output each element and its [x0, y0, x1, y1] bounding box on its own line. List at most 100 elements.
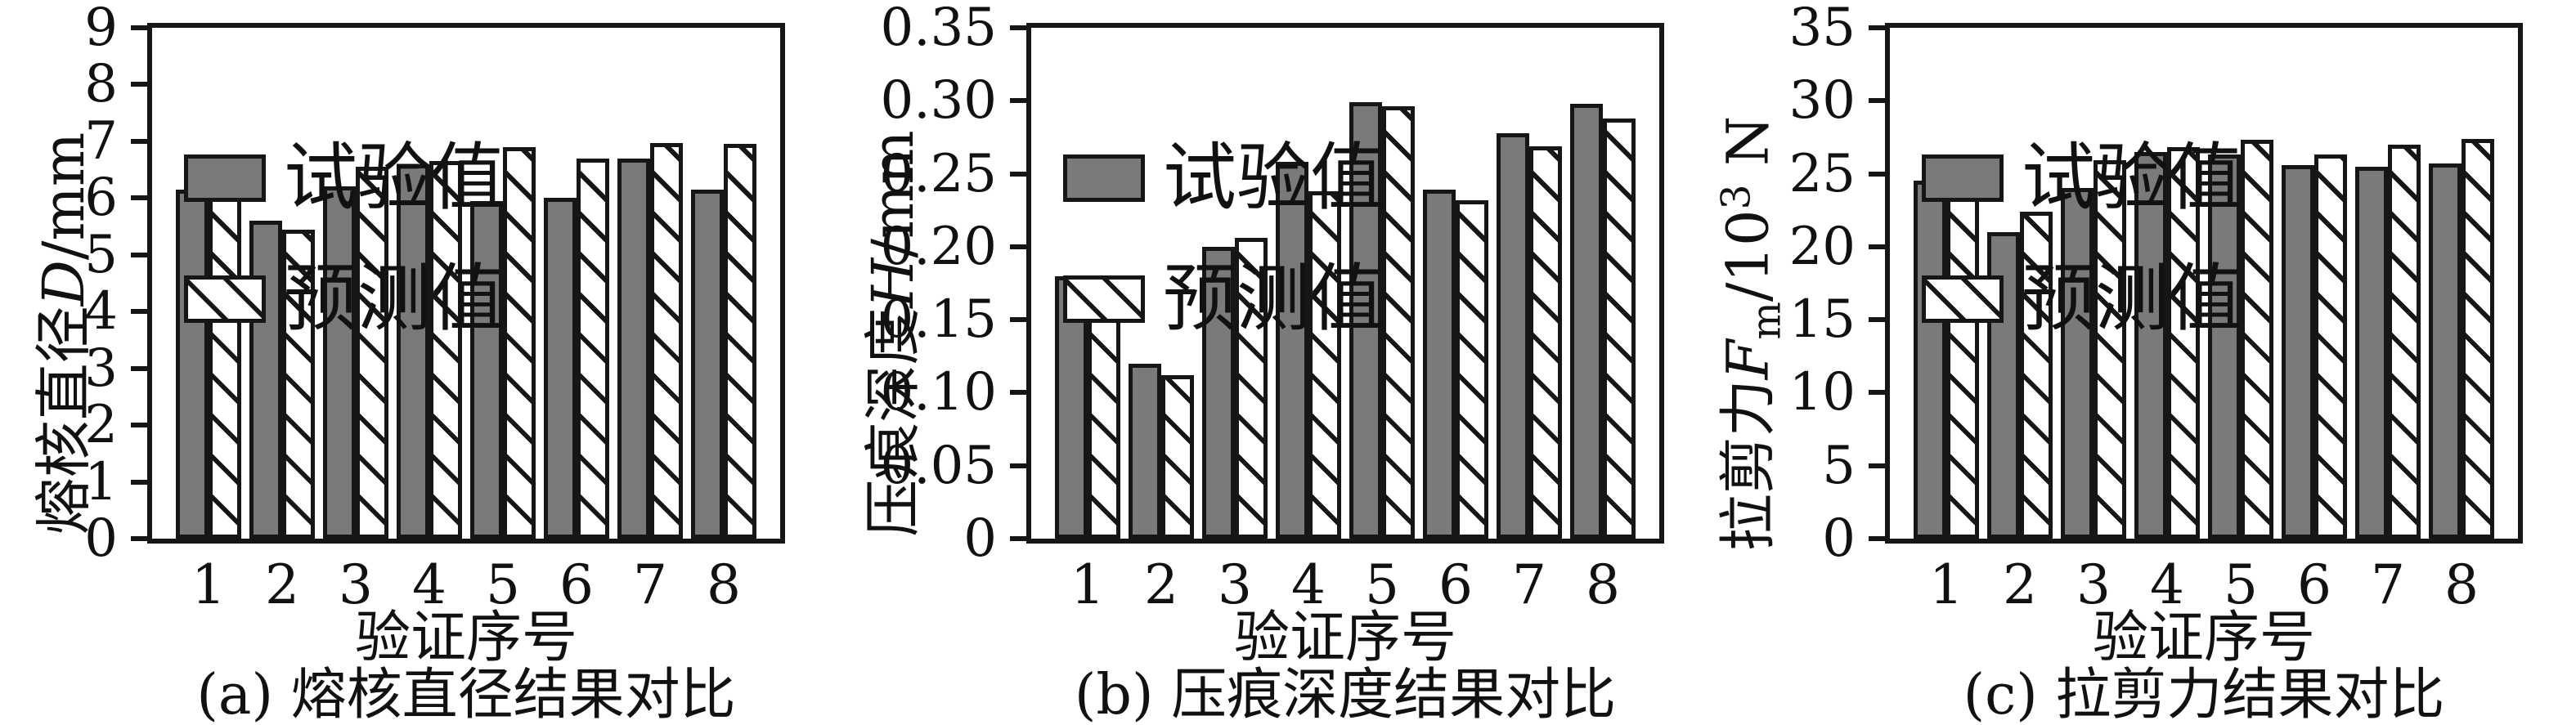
x-tick-label: 4 [412, 553, 447, 616]
y-tick-mark [131, 536, 147, 541]
bar-experimental-5 [2208, 154, 2241, 539]
bar-experimental-3 [1202, 247, 1235, 539]
y-tick-label: 5 [84, 224, 118, 285]
legend-label: 试验值 [2022, 135, 2242, 221]
y-tick-mark [1010, 25, 1026, 30]
bar-predicted-6 [577, 159, 609, 539]
y-tick-label: 10 [1788, 362, 1856, 423]
y-tick-label: 4 [84, 281, 118, 342]
bar-predicted-5 [503, 147, 536, 539]
bar-experimental-6 [544, 198, 577, 539]
x-tick-label: 8 [2444, 553, 2479, 616]
bar-experimental-8 [691, 190, 724, 539]
y-tick-mark [131, 25, 147, 30]
y-tick-mark [1869, 317, 1885, 323]
y-tick-mark [1869, 25, 1885, 30]
legend: 试验值 预测值 [1922, 139, 2242, 338]
y-tick-mark [131, 195, 147, 201]
x-tick-label: 2 [2003, 553, 2037, 616]
y-tick-label: 0.30 [880, 70, 998, 132]
bar-predicted-7 [1529, 146, 1562, 539]
y-tick-mark [1869, 98, 1885, 104]
y-tick-mark [1869, 171, 1885, 177]
legend: 试验值 预测值 [184, 139, 505, 338]
x-tick-label: 4 [1291, 553, 1326, 616]
y-tick-mark [1010, 463, 1026, 468]
x-tick-label: 3 [1218, 553, 1252, 616]
y-tick-label: 1 [84, 451, 118, 512]
bar-experimental-7 [617, 159, 650, 539]
x-tick-label: 4 [2150, 553, 2184, 616]
legend-label: 预测值 [1163, 256, 1384, 342]
bar-predicted-3 [1235, 238, 1268, 539]
legend-item-predicted: 预测值 [184, 260, 505, 338]
x-tick-label: 1 [1929, 553, 1963, 616]
x-tick-label: 6 [1438, 553, 1473, 616]
x-tick-label: 6 [559, 553, 594, 616]
bar-predicted-6 [1456, 200, 1488, 539]
bar-predicted-5 [1382, 106, 1415, 539]
plot-area [147, 23, 785, 544]
legend-label: 试验值 [284, 135, 505, 221]
y-tick-label: 0.20 [880, 216, 998, 277]
y-tick-label: 20 [1788, 216, 1856, 277]
chart-caption: (b) 压痕深度结果对比 [1074, 663, 1617, 725]
legend-label: 预测值 [2022, 256, 2242, 342]
legend-item-experimental: 试验值 [1063, 139, 1384, 217]
x-tick-label: 5 [1365, 553, 1399, 616]
bar-predicted-1 [1946, 178, 1979, 539]
y-tick-label: 3 [84, 338, 118, 399]
bar-predicted-3 [2094, 160, 2126, 539]
y-tick-label: 0 [963, 508, 997, 569]
x-axis-label: 验证序号 [2092, 606, 2315, 670]
chart-panel-c: 拉剪力Fm/103 N 验证序号 (c) 拉剪力结果对比 0 5 10 15 20 25 3… [1713, 0, 2576, 725]
bar-experimental-6 [1423, 190, 1456, 539]
y-tick-label: 0.25 [880, 143, 998, 204]
bar-experimental-8 [1570, 104, 1603, 539]
y-tick-mark [1010, 244, 1026, 249]
bar-experimental-3 [323, 186, 356, 539]
x-tick-label: 7 [1512, 553, 1546, 616]
y-tick-mark [131, 479, 147, 485]
y-tick-label: 7 [84, 110, 118, 172]
y-tick-mark [131, 309, 147, 315]
bar-experimental-8 [2429, 163, 2462, 539]
y-tick-mark [1010, 98, 1026, 104]
bar-predicted-4 [429, 161, 462, 539]
y-tick-label: 0.35 [880, 0, 998, 58]
experimental-legend-swatch [184, 154, 266, 202]
x-tick-label: 2 [265, 553, 299, 616]
x-tick-label: 6 [2297, 553, 2331, 616]
x-tick-label: 1 [1070, 553, 1105, 616]
y-tick-mark [1869, 536, 1885, 541]
bar-experimental-4 [1276, 162, 1308, 539]
experimental-legend-swatch [1922, 154, 2004, 202]
bar-experimental-1 [1914, 181, 1946, 539]
bar-predicted-8 [1603, 119, 1636, 539]
x-axis-label: 验证序号 [1233, 606, 1456, 670]
legend-label: 预测值 [284, 256, 505, 342]
y-tick-label: 35 [1788, 0, 1856, 58]
y-tick-mark [131, 365, 147, 371]
predicted-legend-swatch [184, 275, 266, 323]
bar-predicted-8 [724, 144, 756, 539]
bar-predicted-1 [209, 186, 241, 539]
bar-predicted-7 [2388, 145, 2421, 539]
bar-predicted-3 [356, 167, 388, 539]
y-tick-mark [1010, 536, 1026, 541]
bar-predicted-4 [2167, 147, 2200, 539]
y-tick-mark [1010, 390, 1026, 396]
bar-experimental-3 [2061, 188, 2094, 539]
y-tick-mark [131, 423, 147, 428]
y-tick-mark [1869, 390, 1885, 396]
bar-predicted-6 [2314, 154, 2347, 539]
x-tick-label: 8 [1586, 553, 1620, 616]
x-tick-label: 1 [191, 553, 226, 616]
y-tick-mark [131, 82, 147, 87]
x-tick-label: 7 [633, 553, 667, 616]
y-tick-mark [1869, 463, 1885, 468]
legend-item-experimental: 试验值 [184, 139, 505, 217]
y-tick-label: 30 [1788, 70, 1856, 132]
bar-experimental-6 [2282, 165, 2314, 539]
